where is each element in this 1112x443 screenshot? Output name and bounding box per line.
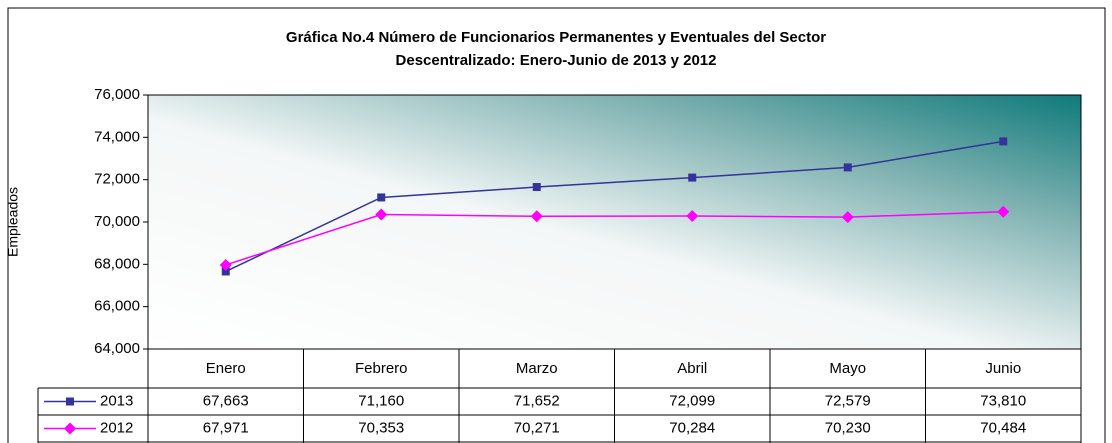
data-label: 70,353 — [358, 419, 404, 436]
plot-area — [147, 94, 1082, 350]
legend-marker — [64, 422, 76, 435]
x-tick-label: Enero — [206, 360, 246, 377]
point — [688, 173, 697, 182]
data-label: 70,230 — [825, 419, 871, 436]
legend-label: 2012 — [100, 419, 133, 436]
x-tick-label: Junio — [985, 360, 1021, 377]
series-line — [225, 211, 1004, 266]
point — [375, 208, 388, 221]
data-label: 67,663 — [203, 392, 249, 409]
legend-label: 2013 — [100, 392, 133, 409]
data-label: 72,579 — [825, 392, 871, 409]
y-axis-label: Empleados — [5, 187, 21, 257]
x-tick-label: Mayo — [829, 360, 866, 377]
y-tick-label: 76,000 — [94, 86, 140, 103]
data-label: 70,484 — [980, 419, 1026, 436]
x-tick-label: Febrero — [355, 360, 408, 377]
legend-marker — [66, 397, 74, 406]
y-tick-label: 66,000 — [94, 298, 140, 315]
point — [377, 193, 386, 202]
point — [530, 210, 543, 223]
x-tick-label: Marzo — [516, 360, 558, 377]
data-label: 72,099 — [669, 392, 715, 409]
point — [221, 267, 230, 276]
point — [219, 258, 232, 271]
point — [841, 211, 854, 224]
data-label: 73,810 — [980, 392, 1026, 409]
point — [999, 137, 1008, 146]
data-label: 70,284 — [669, 419, 715, 436]
x-tick-label: Abril — [677, 360, 707, 377]
point — [843, 163, 852, 172]
series-line — [225, 140, 1004, 273]
y-tick-label: 72,000 — [94, 171, 140, 188]
y-tick-label: 68,000 — [94, 255, 140, 272]
chart-title: Gráfica No.4 Número de Funcionarios Perm… — [286, 29, 826, 46]
point — [686, 209, 699, 222]
y-tick-label: 64,000 — [94, 340, 140, 357]
data-label: 70,271 — [514, 419, 560, 436]
point — [997, 205, 1010, 218]
data-label: 71,160 — [358, 392, 404, 409]
data-label: 67,971 — [203, 419, 249, 436]
point — [532, 183, 541, 192]
y-tick-label: 70,000 — [94, 213, 140, 230]
data-label: 71,652 — [514, 392, 560, 409]
y-tick-label: 74,000 — [94, 128, 140, 145]
chart-title: Descentralizado: Enero-Junio de 2013 y 2… — [396, 52, 717, 69]
